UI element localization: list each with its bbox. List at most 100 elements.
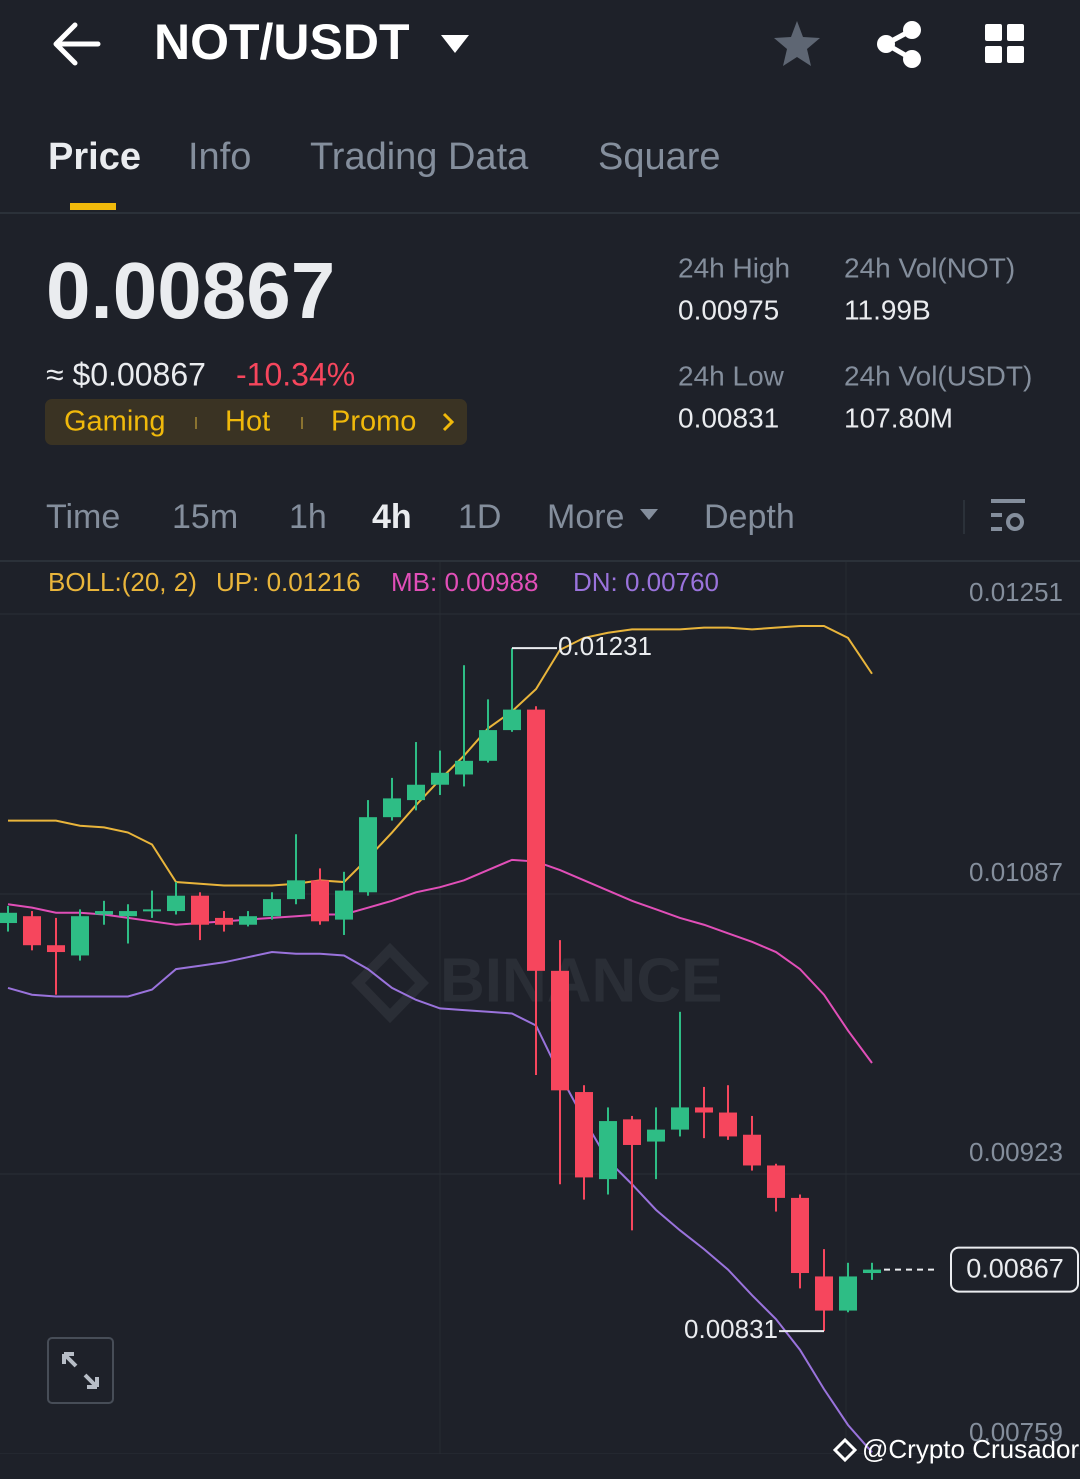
max-price-label: 0.01231 [558,631,652,661]
interval-active[interactable]: 4h [372,498,412,536]
legend-entry: MB: 0.00988 [391,567,538,597]
more-dropdown [640,509,658,520]
y-tick-label: 0.01087 [969,857,1063,887]
tab[interactable]: Square [598,136,721,178]
fullscreen-button[interactable] [47,1337,114,1404]
pair-dropdown[interactable] [441,35,469,53]
plot-area [0,613,1080,1454]
candle-body [383,798,401,818]
tab[interactable]: Info [188,136,251,178]
candle-body [479,730,497,761]
price-change: -10.34% [236,356,355,392]
candle-body [407,784,425,801]
candle-body [719,1112,737,1137]
indicator-label: BOLL:(20, 2) [48,567,197,597]
stat-label: 24h Low [678,360,785,391]
tag-separator [301,417,303,429]
stat-label: 24h Vol(NOT) [844,252,1015,283]
last-price: 0.00867 [46,246,335,335]
tags-chevron [442,412,455,432]
favorite-button[interactable] [774,21,820,66]
tag[interactable]: Gaming [64,406,166,438]
candle-body [455,760,473,775]
share-button[interactable] [877,21,921,68]
candle-body [863,1269,881,1274]
current-price-label: 0.00867 [966,1254,1064,1284]
candle-body [743,1134,761,1166]
candle-body [551,970,569,1091]
stat-label: 24h Vol(USDT) [844,360,1032,391]
stat-value: 107.80M [844,402,953,433]
stat-value: 0.00975 [678,294,779,325]
candle-body [503,709,521,731]
candle-body [527,709,545,971]
candle-body [143,909,161,912]
band-line [7,951,873,1453]
candle-body [791,1197,809,1274]
candle-body [167,895,185,912]
interval[interactable]: 15m [172,498,238,536]
watermark-text: @Crypto Crusador [862,1434,1079,1464]
candle-body [599,1121,617,1180]
candle-body [71,916,89,956]
divider [0,560,1080,562]
candle-body [239,916,257,925]
watermark-icon [832,1437,858,1463]
legend-entry: UP: 0.01216 [216,567,361,597]
candle-body [647,1129,665,1142]
candle-body [431,772,449,785]
candle-body [311,880,329,922]
candle-body [191,895,209,925]
interval-depth[interactable]: Depth [704,498,795,536]
candle-body [767,1165,785,1198]
stat-value: 11.99B [844,294,931,325]
y-tick-label: 0.00759 [969,1417,1063,1447]
candle-body [839,1276,857,1311]
tab[interactable]: Trading Data [310,136,529,178]
pair-title[interactable]: NOT/USDT [154,14,410,70]
interval[interactable]: 1D [458,498,501,536]
tags-box[interactable] [45,399,467,445]
stat-value: 0.00831 [678,402,779,433]
legend-entry: DN: 0.00760 [573,567,719,597]
tag[interactable]: Promo [331,406,416,438]
candle-body [0,912,17,924]
candle-body [47,945,65,953]
stat-label: 24h High [678,252,790,283]
candle-body [287,880,305,900]
grid-menu-button[interactable] [985,24,1024,63]
candle-body [815,1276,833,1311]
tab-indicator [70,203,116,210]
divider [0,212,1080,214]
band-line [7,858,873,1064]
candle-body [671,1107,689,1130]
y-tick-label: 0.00923 [969,1137,1063,1167]
candle-body [623,1119,641,1145]
divider [963,500,965,534]
y-tick-label: 0.01251 [969,577,1063,607]
interval[interactable]: Time [46,498,120,536]
candle-body [95,911,113,915]
fullscreen-icon [62,1352,99,1389]
min-price-label: 0.00831 [684,1314,778,1344]
candle-body [575,1092,593,1178]
interval-more[interactable]: More [547,498,624,536]
back-button[interactable] [53,22,101,66]
candle-body [263,899,281,917]
candle-body [23,916,41,946]
candle-body [215,917,233,925]
watermark-logo-text: BINANCE [440,946,722,1015]
current-price-box [950,1246,1079,1293]
interval[interactable]: 1h [289,498,327,536]
candle-body [695,1107,713,1113]
tag-separator [195,417,197,429]
candle-body [359,817,377,893]
tag[interactable]: Hot [225,406,270,438]
tab-active[interactable]: Price [48,136,141,178]
candle-body [119,911,137,917]
candle-body [335,890,353,920]
watermark-logo: BINANCE [351,942,722,1024]
chart-settings-button[interactable] [991,499,1025,531]
